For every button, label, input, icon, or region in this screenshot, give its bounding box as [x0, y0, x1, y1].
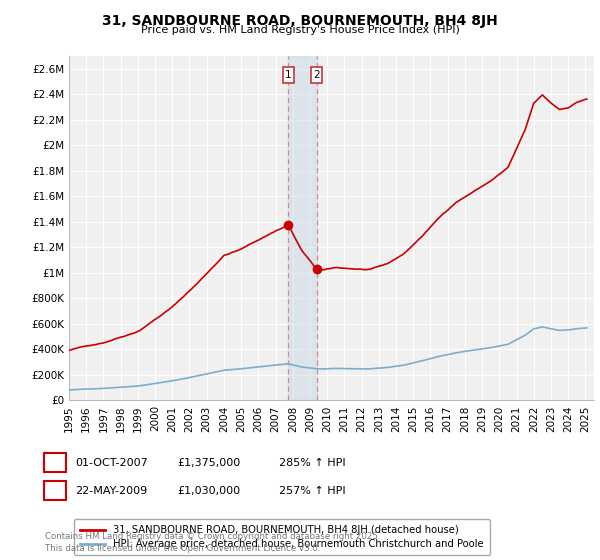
Text: £1,375,000: £1,375,000 — [177, 458, 240, 468]
Text: 01-OCT-2007: 01-OCT-2007 — [75, 458, 148, 468]
Text: 257% ↑ HPI: 257% ↑ HPI — [279, 486, 346, 496]
Text: £1,030,000: £1,030,000 — [177, 486, 240, 496]
Text: Price paid vs. HM Land Registry's House Price Index (HPI): Price paid vs. HM Land Registry's House … — [140, 25, 460, 35]
Bar — [289, 56, 317, 400]
Text: 2: 2 — [52, 486, 58, 496]
Text: 31, SANDBOURNE ROAD, BOURNEMOUTH, BH4 8JH: 31, SANDBOURNE ROAD, BOURNEMOUTH, BH4 8J… — [102, 14, 498, 28]
Text: 1: 1 — [285, 70, 292, 80]
Text: 22-MAY-2009: 22-MAY-2009 — [75, 486, 147, 496]
Text: Contains HM Land Registry data © Crown copyright and database right 2025.
This d: Contains HM Land Registry data © Crown c… — [45, 533, 380, 553]
Text: 1: 1 — [52, 458, 58, 468]
Text: 285% ↑ HPI: 285% ↑ HPI — [279, 458, 346, 468]
Legend: 31, SANDBOURNE ROAD, BOURNEMOUTH, BH4 8JH (detached house), HPI: Average price, : 31, SANDBOURNE ROAD, BOURNEMOUTH, BH4 8J… — [74, 519, 490, 555]
Text: 2: 2 — [313, 70, 320, 80]
